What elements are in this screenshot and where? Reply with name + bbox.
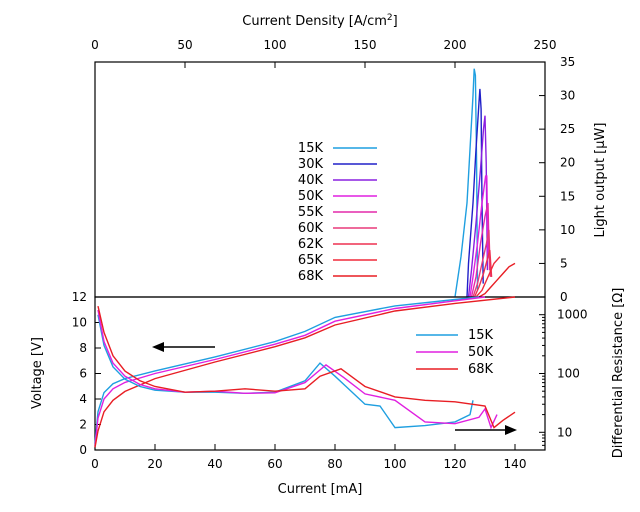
- y-tick-label-3: 15: [560, 189, 575, 203]
- light-series-55K: [470, 202, 491, 298]
- voltage-tick-label-6: 12: [72, 290, 87, 304]
- voltage-tick-label-0: 0: [79, 443, 87, 457]
- direction-arrows: [152, 342, 517, 435]
- x-tick-label-5: 100: [384, 457, 407, 471]
- bottom-y-ticks: 0 2 4 6 8 10 12: [72, 290, 101, 457]
- bottom-legend-label-68K: 68K: [468, 362, 494, 377]
- voltage-tick-label-2: 4: [79, 392, 87, 406]
- light-series-50K: [469, 175, 489, 298]
- x-tick-label-0: 0: [91, 457, 99, 471]
- x-tick-label-7: 140: [504, 457, 527, 471]
- light-series-15K: [454, 68, 479, 298]
- resistance-series-68K: [97, 305, 516, 429]
- light-series-60K: [472, 229, 492, 298]
- bottom-legend: 15K 50K 68K: [416, 328, 494, 377]
- top-series: [454, 68, 516, 298]
- voltage-series-50K: [94, 296, 486, 447]
- y-tick-label-6: 30: [560, 89, 575, 103]
- legend-label-62K: 62K: [298, 237, 324, 252]
- bottom-panel: 0 20 40 60 80 100 120 140 0 2 4 6 8 10 12 10 100 1000 1…: [30, 288, 626, 497]
- x2-tick-label-2: 100: [264, 38, 287, 52]
- voltage-tick-label-5: 10: [72, 316, 87, 330]
- light-series-30K: [466, 88, 484, 298]
- resistance-series-50K: [97, 309, 498, 430]
- top-y-axis-label: Light output [μW]: [593, 123, 608, 238]
- x-tick-label-4: 80: [327, 457, 342, 471]
- y-tick-label-0: 0: [560, 290, 568, 304]
- y-tick-label-7: 35: [560, 55, 575, 69]
- voltage-tick-label-4: 8: [79, 341, 87, 355]
- x2-tick-label-3: 150: [354, 38, 377, 52]
- legend-label-50K: 50K: [298, 189, 324, 204]
- resistance-tick-label-1: 100: [557, 367, 580, 381]
- legend-label-15K: 15K: [298, 141, 324, 156]
- voltage-series-68K: [94, 296, 516, 448]
- voltage-series-15K: [94, 296, 480, 444]
- bottom-x-axis-label: Current [mA]: [278, 482, 363, 497]
- legend-label-40K: 40K: [298, 173, 324, 188]
- x2-tick-label-0: 0: [91, 38, 99, 52]
- resistance-tick-label-2: 1000: [557, 308, 588, 322]
- voltage-tick-label-3: 6: [79, 367, 87, 381]
- light-series-62K: [473, 249, 493, 298]
- x-tick-label-2: 40: [207, 457, 222, 471]
- x-tick-label-3: 60: [267, 457, 282, 471]
- voltage-tick-label-1: 2: [79, 418, 87, 432]
- top-y-ticks: 0 5 10 15 20 25 30 35: [539, 55, 575, 304]
- x-tick-label-1: 20: [147, 457, 162, 471]
- top-panel: 0 50 100 150 200 250 0 5 10 15 20 25 30 35 15K30K40K…: [91, 13, 608, 304]
- y-tick-label-5: 25: [560, 122, 575, 136]
- top-x2-ticks: 0 50 100 150 200 250: [91, 38, 556, 68]
- bottom-legend-label-50K: 50K: [468, 345, 494, 360]
- bottom-x-ticks: 0 20 40 60 80 100 120 140: [91, 444, 526, 471]
- bottom-series: [94, 296, 516, 448]
- legend-label-30K: 30K: [298, 157, 324, 172]
- bottom-y-axis-label: Voltage [V]: [30, 337, 45, 409]
- x2-tick-label-4: 200: [444, 38, 467, 52]
- arrow-left: [152, 342, 215, 352]
- bottom-legend-label-15K: 15K: [468, 328, 494, 343]
- light-series-40K: [467, 115, 489, 298]
- x-tick-label-6: 120: [444, 457, 467, 471]
- y-tick-label-4: 20: [560, 156, 575, 170]
- legend-label-68K: 68K: [298, 269, 324, 284]
- bottom-y2-ticks: 10 100 1000: [539, 308, 588, 451]
- legend-label-55K: 55K: [298, 205, 324, 220]
- arrow-right: [455, 425, 517, 435]
- x2-tick-label-5: 250: [534, 38, 557, 52]
- bottom-y2-axis-label: Differential Resistance [Ω]: [611, 288, 626, 459]
- x2-tick-label-1: 50: [177, 38, 192, 52]
- light-series-65K: [475, 256, 501, 298]
- y-tick-label-2: 10: [560, 223, 575, 237]
- top-x2-axis-label: Current Density [A/cm2]: [242, 13, 397, 29]
- light-series-68K: [478, 262, 516, 298]
- legend-label-60K: 60K: [298, 221, 324, 236]
- y-tick-label-1: 5: [560, 256, 568, 270]
- resistance-series-15K: [97, 314, 474, 429]
- legend-label-65K: 65K: [298, 253, 324, 268]
- resistance-tick-label-0: 10: [557, 425, 572, 439]
